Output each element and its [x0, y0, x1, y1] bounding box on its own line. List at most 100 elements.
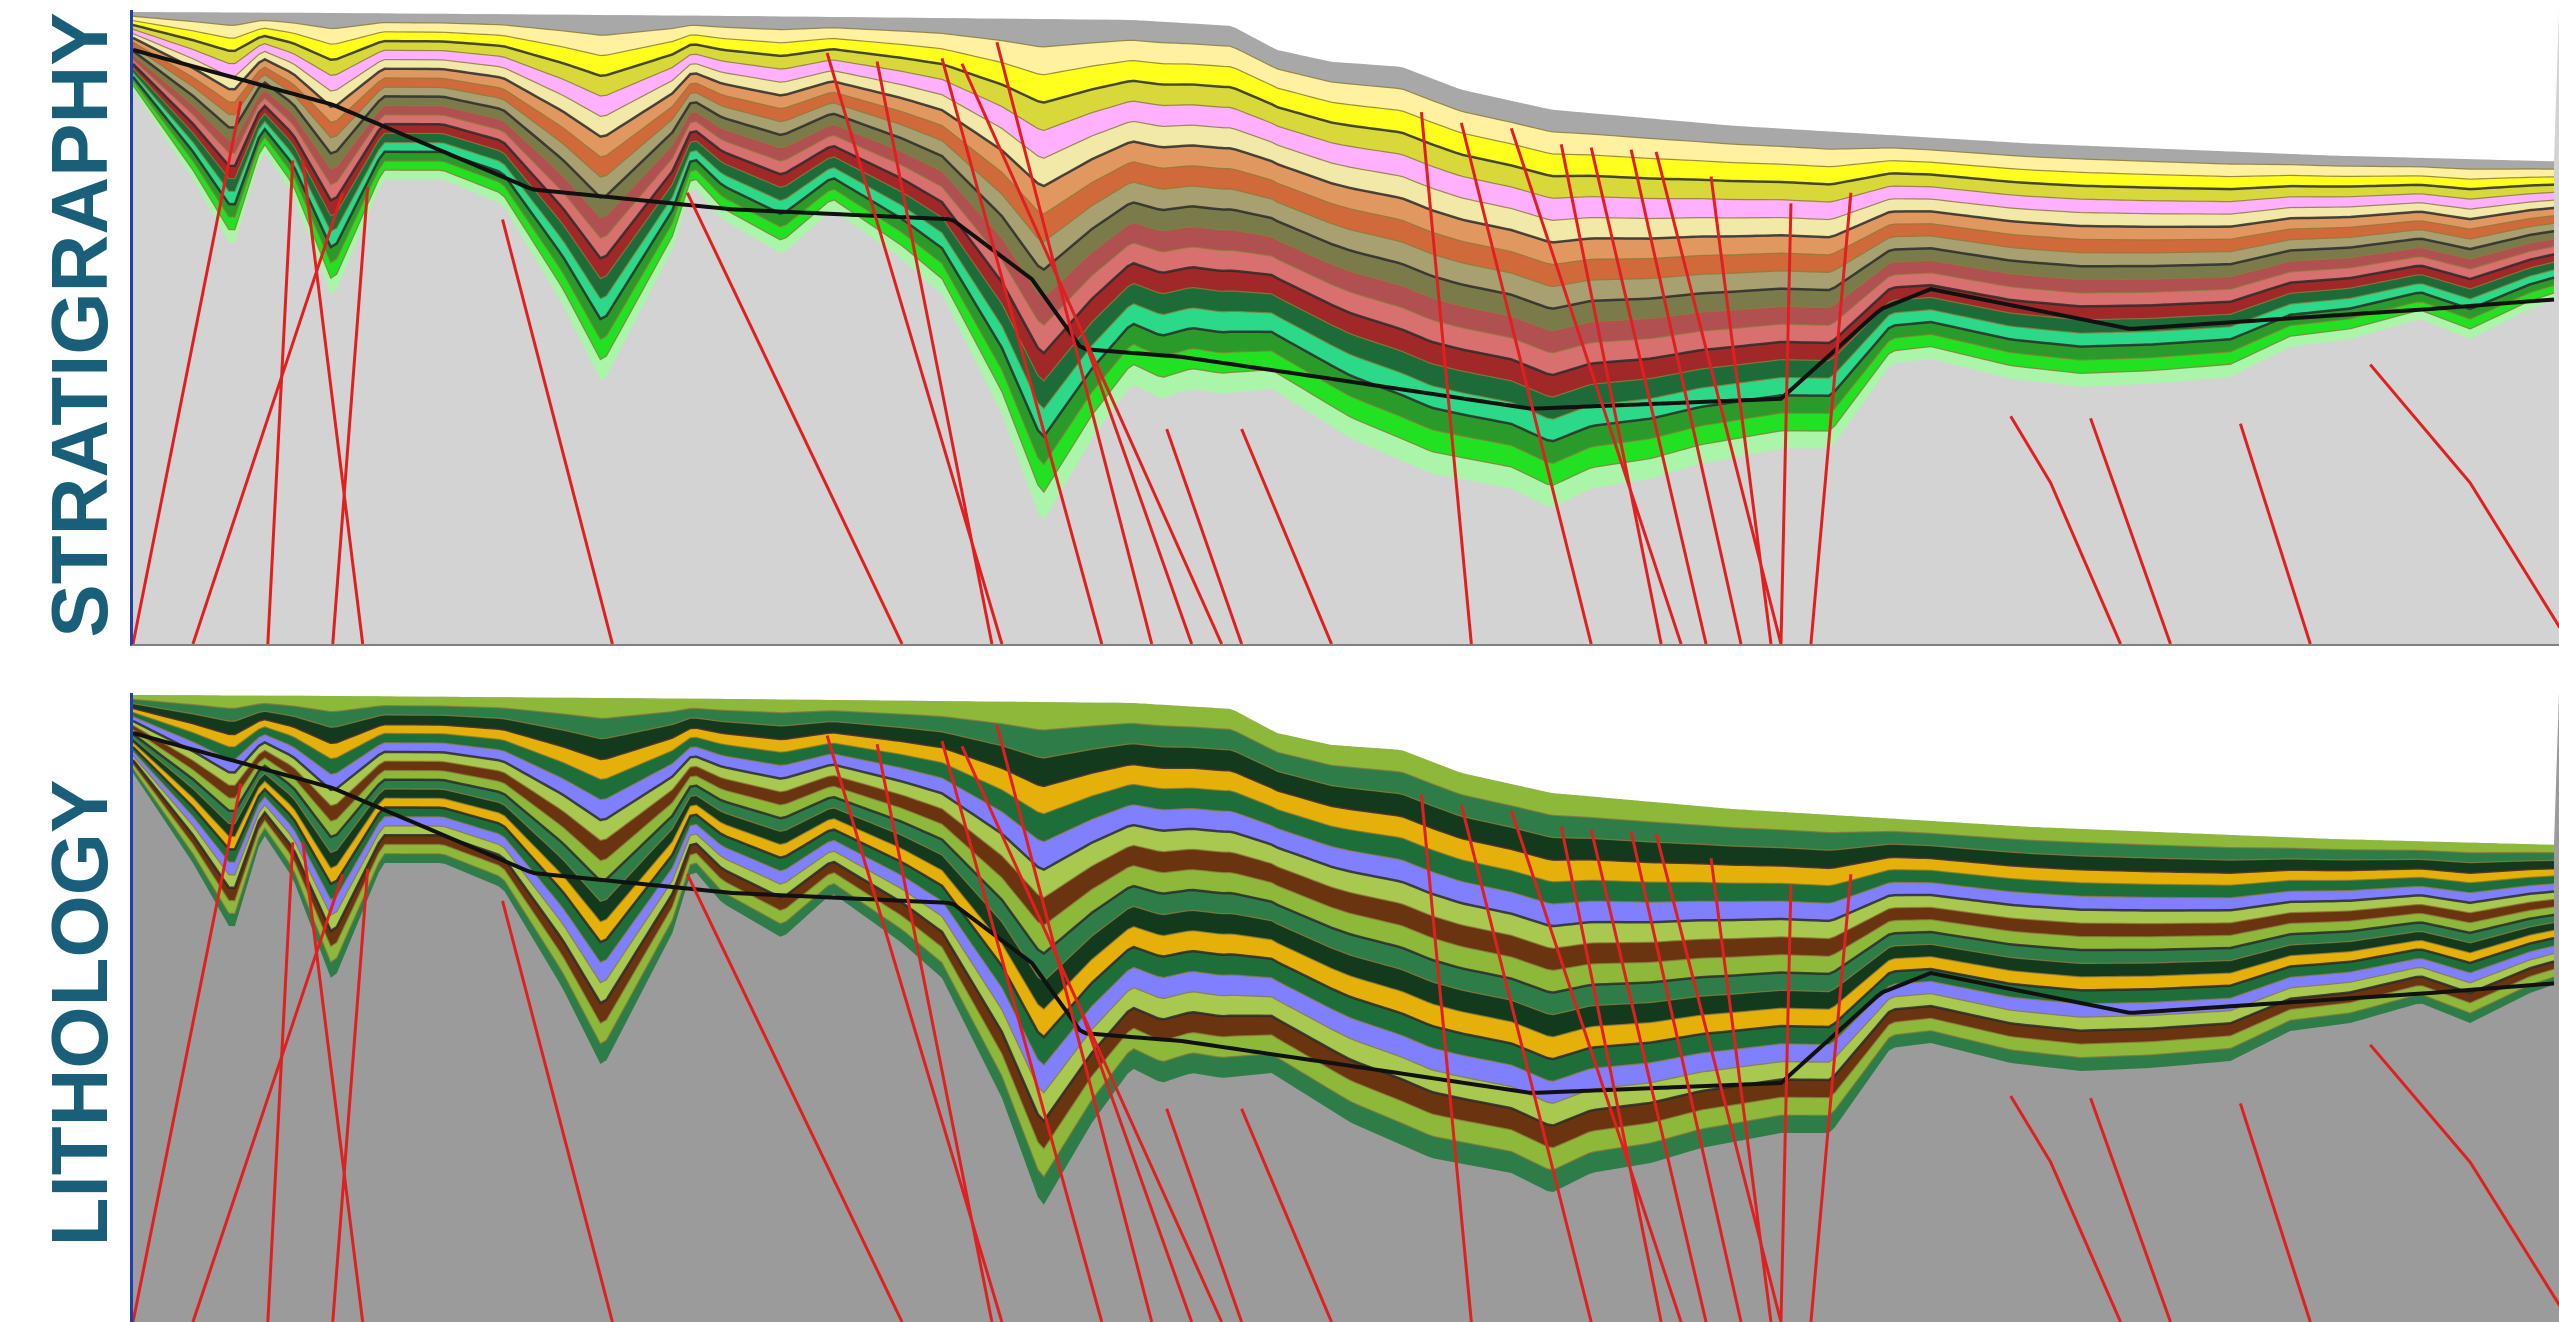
stratigraphy-horizon-5	[133, 33, 2555, 221]
stratigraphy-horizon-12	[133, 62, 2555, 377]
lithology-fault-19	[1559, 826, 1663, 1322]
lithology-fault-29	[2369, 1043, 2559, 1308]
lithology-horizon-9	[133, 733, 2555, 994]
stratigraphy-fault-2	[266, 160, 295, 644]
stratigraphy-cross-section	[133, 10, 2559, 644]
lithology-layer-8	[133, 725, 2555, 971]
stratigraphy-horizon-15	[133, 76, 2555, 443]
stratigraphy-horizon-7	[133, 41, 2555, 266]
stratigraphy-layer-5	[133, 29, 2555, 221]
lithology-horizon-5	[133, 716, 2555, 905]
stratigraphy-horizon-14	[133, 72, 2555, 420]
stratigraphy-marker-horizon	[133, 47, 2555, 411]
stratigraphy-fault-1	[133, 101, 243, 644]
stratigraphy-fault-4	[301, 160, 365, 644]
stratigraphy-fault-21	[1629, 149, 1743, 644]
lithology-fault-27	[2089, 1097, 2172, 1322]
stratigraphy-horizon-1	[133, 15, 2555, 170]
stratigraphy-layer-7	[133, 37, 2555, 265]
lithology-horizon-7	[133, 724, 2555, 949]
stratigraphy-fault-10	[940, 57, 1104, 644]
stratigraphy-fault-18	[1509, 127, 1683, 644]
lithology-horizon-11	[133, 742, 2555, 1038]
stratigraphy-fault-5	[331, 187, 370, 644]
stratigraphy-fault-15	[1240, 428, 1333, 644]
stratigraphy-fault-6	[501, 219, 614, 644]
stratigraphy-fault-11	[960, 63, 1224, 644]
stratigraphy-fault-27	[2089, 417, 2172, 644]
lithology-layer-10	[133, 734, 2555, 1015]
lithology-fault-21	[1629, 831, 1743, 1322]
stratigraphy-label: STRATIGRAPHY	[35, 12, 124, 638]
stratigraphy-layer-3	[133, 20, 2555, 190]
lithology-fault-11	[960, 745, 1224, 1322]
lithology-cross-section	[133, 693, 2559, 1322]
stratigraphy-fault-13	[1080, 331, 1194, 644]
lithology-fault-3	[191, 873, 345, 1322]
lithology-label: LITHOLOGY	[35, 779, 124, 1247]
lithology-marker-horizon	[133, 731, 2555, 1095]
lithology-fault-15	[1240, 1108, 1333, 1322]
lithology-layer-16	[133, 760, 2555, 1149]
lithology-horizon-15	[133, 759, 2555, 1127]
stratigraphy-horizon-13	[133, 67, 2555, 398]
stratigraphy-horizon-10	[133, 54, 2555, 332]
stratigraphy-fault-29	[2369, 363, 2559, 630]
stratigraphy-fault-17	[1459, 122, 1593, 644]
stratigraphy-horizon-11	[133, 59, 2555, 354]
stratigraphy-sky	[133, 10, 2559, 162]
stratigraphy-fault-23	[1709, 176, 1773, 644]
stratigraphy-layer-18	[133, 85, 2555, 520]
stratigraphy-fault-9	[875, 61, 994, 644]
stratigraphy-layer-17	[133, 81, 2555, 493]
stratigraphy-horizon-17	[133, 85, 2555, 494]
lithology-horizon-13	[133, 750, 2555, 1082]
lithology-fault-9	[875, 743, 994, 1322]
stratigraphy-section	[130, 10, 2559, 646]
lithology-fault-1	[133, 783, 243, 1322]
lithology-section	[130, 693, 2559, 1322]
lithology-layer-5	[133, 712, 2555, 904]
stratigraphy-fault-24	[1779, 203, 1793, 644]
lithology-fault-26	[2009, 1095, 2122, 1322]
stratigraphy-layer-15	[133, 72, 2555, 442]
lithology-horizon-8	[133, 729, 2555, 972]
stratigraphy-fault-14	[1165, 428, 1244, 644]
stratigraphy-layer-9	[133, 46, 2555, 309]
lithology-layer-17	[133, 764, 2555, 1177]
lithology-layer-14	[133, 751, 2555, 1104]
stratigraphy-horizon-16	[133, 80, 2555, 466]
lithology-layer-2	[133, 699, 2555, 863]
stratigraphy-layer-8	[133, 42, 2555, 287]
stratigraphy-horizon-9	[133, 49, 2555, 310]
lithology-fault-20	[1589, 829, 1708, 1322]
lithology-horizon-16	[133, 763, 2555, 1150]
lithology-fault-7	[685, 873, 904, 1322]
lithology-layer-15	[133, 755, 2555, 1126]
lithology-horizon-4	[133, 711, 2555, 887]
stratigraphy-horizon-3	[133, 23, 2555, 191]
lithology-fault-18	[1509, 809, 1683, 1322]
stratigraphy-fault-12	[995, 41, 1154, 644]
lithology-fault-28	[2238, 1102, 2312, 1322]
lithology-layer-7	[133, 721, 2555, 949]
lithology-layer-18	[133, 768, 2555, 1205]
stratigraphy-fault-26	[2009, 415, 2122, 644]
lithology-horizon-3	[133, 706, 2555, 874]
lithology-fault-12	[995, 724, 1154, 1322]
lithology-horizon-2	[133, 703, 2555, 864]
lithology-fault-6	[501, 900, 614, 1322]
lithology-horizon-1	[133, 698, 2555, 854]
lithology-fault-24	[1779, 884, 1793, 1322]
stratigraphy-fault-19	[1559, 143, 1663, 644]
stratigraphy-layer-10	[133, 50, 2555, 331]
lithology-fault-14	[1165, 1108, 1244, 1322]
stratigraphy-fault-28	[2238, 423, 2312, 644]
lithology-fault-5	[331, 868, 370, 1322]
lithology-layer-3	[133, 703, 2555, 873]
lithology-fault-2	[266, 842, 295, 1322]
stratigraphy-layer-2	[133, 16, 2555, 180]
lithology-horizon-12	[133, 746, 2555, 1061]
lithology-fault-17	[1459, 804, 1593, 1322]
lithology-horizon-14	[133, 755, 2555, 1105]
